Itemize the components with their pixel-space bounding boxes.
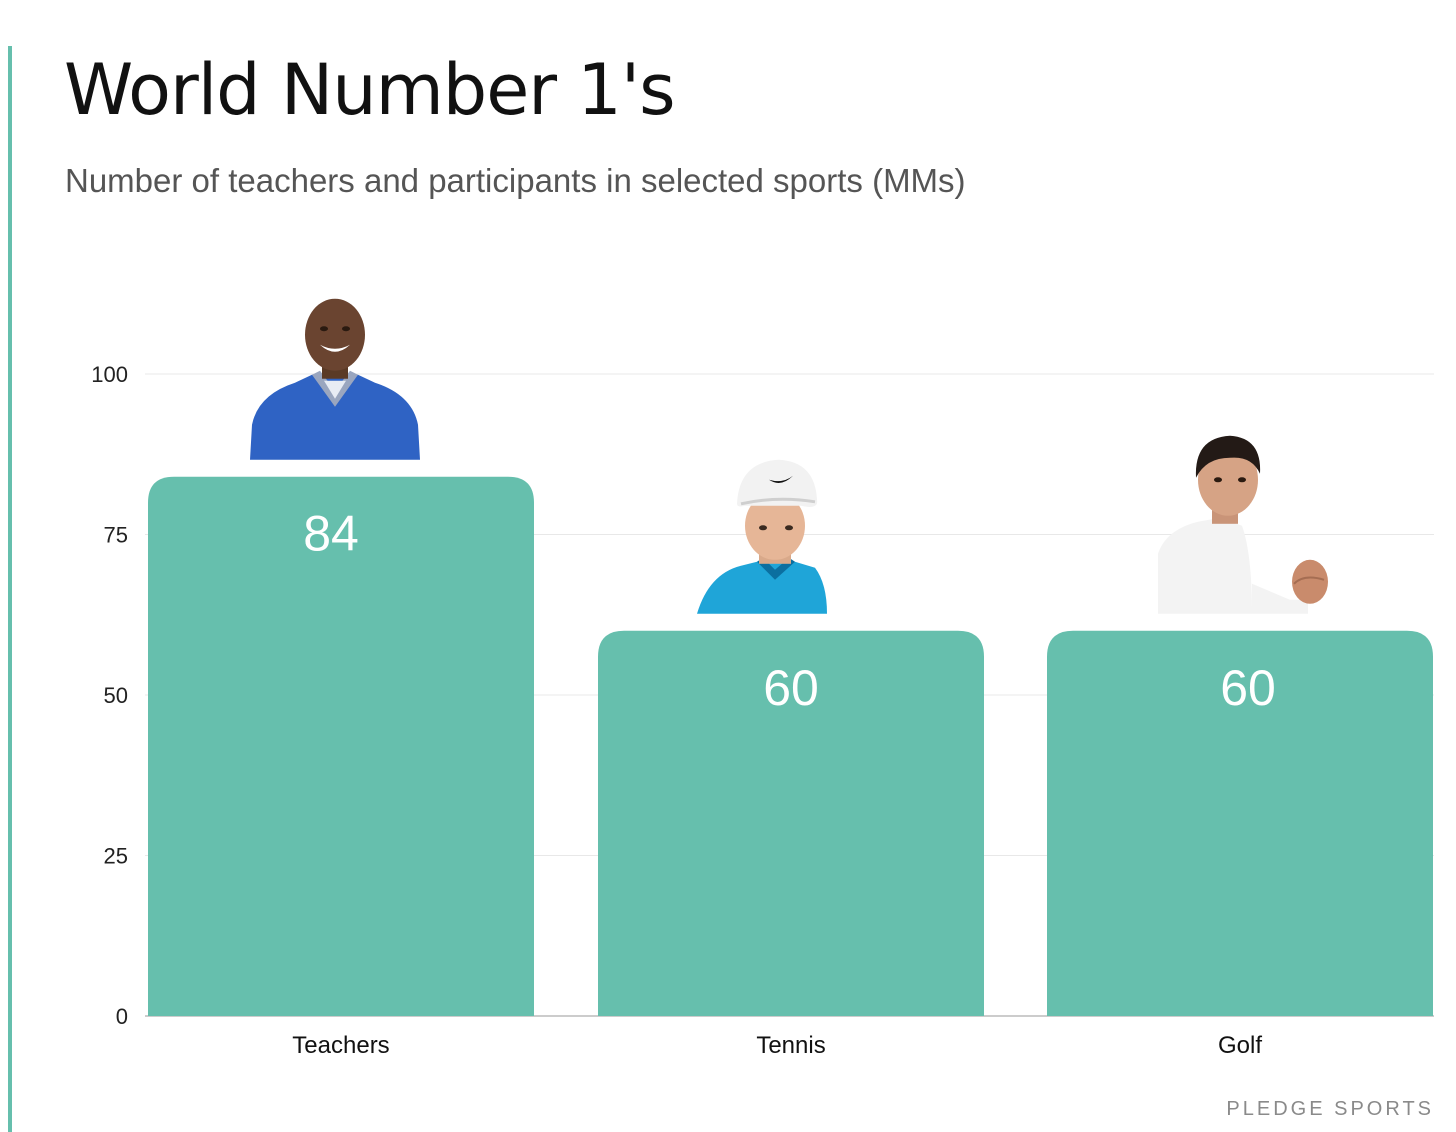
tennis-player-photo — [1158, 435, 1328, 614]
data-label: 60 — [763, 660, 819, 716]
y-tick-label: 25 — [104, 844, 128, 869]
bars — [148, 476, 1433, 1017]
bar-teachers — [148, 476, 534, 1017]
brand-footer: PLEDGE SPORTS — [1226, 1098, 1434, 1120]
chart-subtitle: Number of teachers and participants in s… — [65, 162, 966, 199]
y-tick-label: 100 — [91, 362, 128, 387]
data-label: 84 — [303, 506, 359, 562]
x-tick-label: Tennis — [756, 1032, 825, 1059]
teacher-photo — [250, 298, 420, 460]
y-tick-label: 75 — [104, 523, 128, 548]
x-tick-label: Golf — [1218, 1032, 1262, 1059]
y-tick-label: 50 — [104, 683, 128, 708]
x-tick-label: Teachers — [292, 1032, 389, 1059]
golfer-photo — [697, 459, 827, 614]
y-tick-label: 0 — [116, 1004, 128, 1029]
x-axis-labels: Teachers Tennis Golf — [292, 1032, 1262, 1059]
bar-golf — [1047, 630, 1433, 1016]
bar-tennis — [598, 630, 984, 1016]
data-labels: 84 60 60 — [303, 506, 1276, 716]
data-label: 60 — [1220, 660, 1276, 716]
chart-title: World Number 1's — [64, 49, 676, 131]
accent-bar — [8, 46, 12, 1132]
photos — [250, 298, 1328, 614]
y-axis-ticks: 0 25 50 75 100 — [91, 362, 128, 1029]
